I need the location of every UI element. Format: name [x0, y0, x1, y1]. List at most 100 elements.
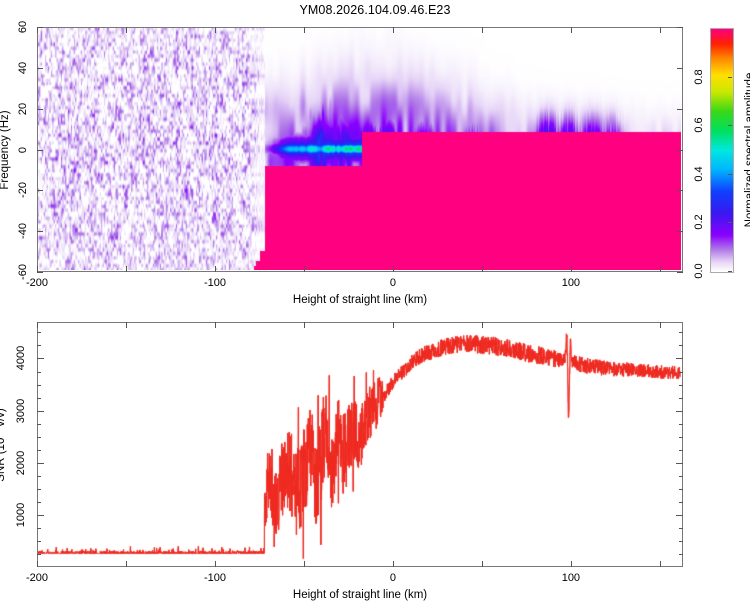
snr-xtick — [125, 561, 127, 567]
snr-ytick-minor-right — [679, 436, 683, 438]
colorbar-ticklabel: 0.2 — [693, 214, 705, 231]
snr-ytick-right — [676, 410, 683, 412]
spectrogram-xtick — [481, 266, 483, 272]
spectrogram-ytick — [37, 108, 43, 110]
snr-ytick-minor — [37, 488, 41, 490]
colorbar-gradient — [710, 28, 734, 273]
colorbar-tick — [728, 125, 732, 127]
snr-ytick — [37, 462, 44, 464]
snr-xticklabel: 100 — [561, 572, 581, 584]
colorbar-tick — [728, 222, 732, 224]
snr-ytick-minor-right — [679, 553, 683, 555]
snr-xtick-top — [392, 322, 394, 328]
snr-ytick-minor-right — [679, 501, 683, 503]
colorbar-tick — [728, 76, 732, 78]
snr-ytick-minor-right — [679, 345, 683, 347]
snr-yaxis-title: SNR (10 * v/v) — [0, 407, 7, 482]
colorbar-title: Normalized spectral amplitude — [744, 72, 750, 227]
snr-xtick — [303, 561, 305, 567]
snr-ytick — [37, 358, 44, 360]
spectrogram-ytick — [37, 27, 43, 28]
snr-ytick — [37, 514, 44, 516]
spectrogram-xtick-top — [659, 27, 661, 33]
colorbar-ticklabel: 0.4 — [693, 166, 705, 182]
colorbar — [710, 28, 734, 273]
spectrogram-ytick — [37, 67, 43, 69]
snr-ytick-minor-right — [679, 540, 683, 542]
spectrogram-xticklabel: -100 — [203, 277, 226, 289]
spectrogram-xtick-top — [303, 27, 305, 33]
snr-ytick-minor-right — [679, 449, 683, 451]
snr-xtick-top — [37, 322, 38, 328]
snr-trace-line — [38, 323, 681, 565]
snr-ytick-minor — [37, 527, 41, 529]
spectrogram-xtick — [37, 266, 38, 272]
snr-xtick-top — [125, 322, 127, 328]
snr-xtick-top — [481, 322, 483, 328]
spectrogram-ytick-right — [677, 67, 683, 69]
spectrogram-xticklabel: -200 — [25, 277, 49, 289]
spectrogram-xtick-top — [481, 27, 483, 33]
snr-ytick-minor-right — [679, 488, 683, 490]
snr-xtick-top — [570, 322, 572, 328]
snr-xtick-top — [659, 322, 661, 328]
spectrogram-xtick — [570, 266, 572, 272]
colorbar-ticklabel: 0.0 — [693, 263, 705, 279]
snr-plot-area — [38, 323, 682, 566]
snr-ytick-right — [676, 514, 683, 516]
snr-ytick-minor — [37, 475, 41, 477]
spectrogram-xtick-top — [392, 27, 394, 33]
snr-ytick-minor — [37, 436, 41, 438]
figure-title: YM08.2026.104.09.46.E23 — [299, 3, 451, 17]
spectrogram-ytick-right — [677, 272, 683, 273]
spectrogram-yticklabel: -60 — [17, 264, 29, 280]
snr-ytick-right — [676, 462, 683, 464]
snr-yticklabel: 2000 — [15, 450, 27, 475]
spectrogram-yaxis-title: Frequency (Hz) — [0, 109, 11, 190]
spectrogram-xtick — [392, 266, 394, 272]
snr-yticklabel: 4000 — [15, 346, 27, 371]
snr-xaxis-title: Height of straight line (km) — [292, 589, 428, 601]
colorbar-tick — [728, 271, 732, 272]
spectrogram-yticklabel: 60 — [17, 20, 29, 34]
colorbar-tick — [728, 173, 732, 175]
spectrogram-xtick-top — [214, 27, 216, 33]
snr-ytick-minor-right — [679, 332, 683, 334]
spectrogram-xtick-top — [570, 27, 572, 33]
spectrogram-ytick — [37, 272, 43, 273]
spectrogram-yticklabel: 20 — [17, 102, 29, 115]
snr-xtick-top — [303, 322, 305, 328]
snr-panel — [37, 322, 683, 567]
spectrogram-xticklabel: 0 — [389, 277, 396, 289]
snr-ytick-minor-right — [679, 475, 683, 477]
snr-ytick-minor-right — [679, 384, 683, 386]
snr-xtick-top — [214, 322, 216, 328]
snr-ytick-minor — [37, 501, 41, 503]
snr-ytick-minor-right — [679, 527, 683, 529]
colorbar-ticklabel: 0.8 — [693, 68, 705, 85]
spectrogram-xtick — [214, 266, 216, 272]
spectrogram-ytick-right — [677, 149, 683, 151]
spectrogram-image — [38, 28, 681, 270]
snr-ytick-minor — [37, 384, 41, 386]
spectrogram-ytick-right — [677, 27, 683, 28]
snr-xtick — [659, 561, 661, 567]
snr-ytick-minor-right — [679, 423, 683, 425]
spectrogram-ytick-right — [677, 231, 683, 233]
snr-ytick-minor — [37, 449, 41, 451]
spectrogram-yticklabel: 0 — [17, 146, 29, 153]
snr-ytick-minor — [37, 540, 41, 542]
snr-ytick-minor — [37, 553, 41, 555]
snr-xtick — [570, 561, 572, 567]
snr-ytick-minor-right — [679, 371, 683, 373]
snr-xtick — [214, 561, 216, 567]
spectrogram-yticklabel: 40 — [17, 61, 29, 74]
snr-ytick — [37, 410, 44, 412]
snr-xticklabel: 0 — [389, 572, 396, 584]
spectrogram-xtick-top — [37, 27, 38, 33]
snr-ytick-minor — [37, 397, 41, 399]
colorbar-ticklabel: 0.6 — [693, 117, 705, 133]
snr-xtick — [37, 561, 38, 567]
spectrogram-xtick — [125, 266, 127, 272]
